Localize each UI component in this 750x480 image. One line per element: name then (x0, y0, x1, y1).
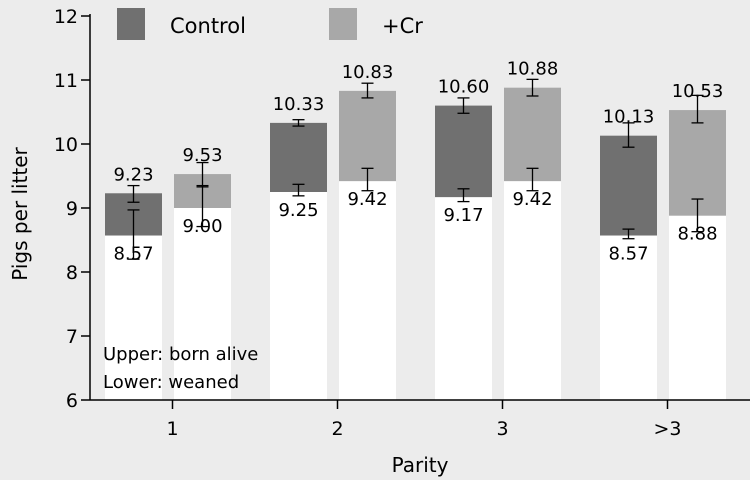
value-label-weaned-0-1: 9.25 (278, 200, 318, 221)
y-tick-label-4: 10 (54, 134, 78, 156)
value-label-born-alive-0-2: 10.60 (438, 77, 490, 98)
x-tick-label-3: >3 (653, 418, 681, 440)
y-tick-label-1: 7 (66, 326, 78, 348)
bar-weaned-1-1 (339, 181, 396, 400)
error-bars-layer (127, 78, 704, 260)
legend-swatch-control (117, 8, 145, 40)
y-tick-label-3: 9 (66, 198, 78, 220)
value-label-weaned-1-2: 9.42 (512, 189, 552, 210)
value-label-born-alive-1-3: 10.53 (672, 81, 724, 102)
value-label-born-alive-1-2: 10.88 (507, 59, 559, 80)
x-axis-title: Parity (392, 453, 449, 477)
value-label-weaned-1-1: 9.42 (347, 189, 387, 210)
bar-weaned-0-1 (270, 192, 327, 400)
value-label-born-alive-1-1: 10.83 (342, 62, 394, 83)
annotation-lower: Lower: weaned (103, 372, 239, 393)
value-label-born-alive-0-3: 10.13 (603, 107, 655, 128)
bar-weaned-0-2 (435, 197, 492, 400)
bar-born-alive-1-3 (669, 110, 726, 216)
bar-weaned-1-0 (174, 208, 231, 400)
bar-born-alive-0-3 (600, 135, 657, 236)
bar-weaned-1-3 (669, 215, 726, 400)
bar-weaned-1-2 (504, 181, 561, 400)
legend-swatch-cr (329, 8, 357, 40)
bar-born-alive-0-2 (435, 105, 492, 198)
value-label-weaned-0-3: 8.57 (608, 244, 648, 265)
bar-weaned-0-0 (105, 235, 162, 400)
y-tick-label-2: 8 (66, 262, 78, 284)
value-labels-layer: 9.23 8.57 9.53 9.00 10.33 9.25 10.83 9.42 10.60 9… (113, 59, 723, 265)
x-tick-label-0: 1 (166, 418, 178, 440)
legend-label-control: Control (170, 14, 246, 38)
bar-weaned-0-3 (600, 235, 657, 400)
bar-born-alive-1-1 (339, 90, 396, 182)
legend-label-cr: +Cr (382, 14, 423, 38)
value-label-weaned-1-3: 8.88 (677, 224, 717, 245)
bars-layer (105, 87, 726, 400)
value-label-weaned-1-0: 9.00 (182, 216, 222, 237)
x-tick-label-2: 3 (496, 418, 508, 440)
value-label-born-alive-1-0: 9.53 (182, 145, 222, 166)
x-tick-label-1: 2 (331, 418, 343, 440)
value-label-born-alive-0-0: 9.23 (113, 164, 153, 185)
bar-born-alive-0-1 (270, 122, 327, 192)
value-label-born-alive-0-1: 10.33 (273, 94, 325, 115)
value-label-weaned-0-0: 8.57 (113, 244, 153, 265)
y-tick-label-6: 12 (54, 6, 78, 28)
value-label-weaned-0-2: 9.17 (443, 205, 483, 226)
legend: Control +Cr (117, 8, 423, 40)
bar-born-alive-1-2 (504, 87, 561, 182)
y-tick-label-5: 11 (54, 70, 78, 92)
y-axis-title: Pigs per litter (8, 146, 32, 280)
y-tick-label-0: 6 (66, 390, 78, 412)
annotation-upper: Upper: born alive (103, 344, 258, 365)
